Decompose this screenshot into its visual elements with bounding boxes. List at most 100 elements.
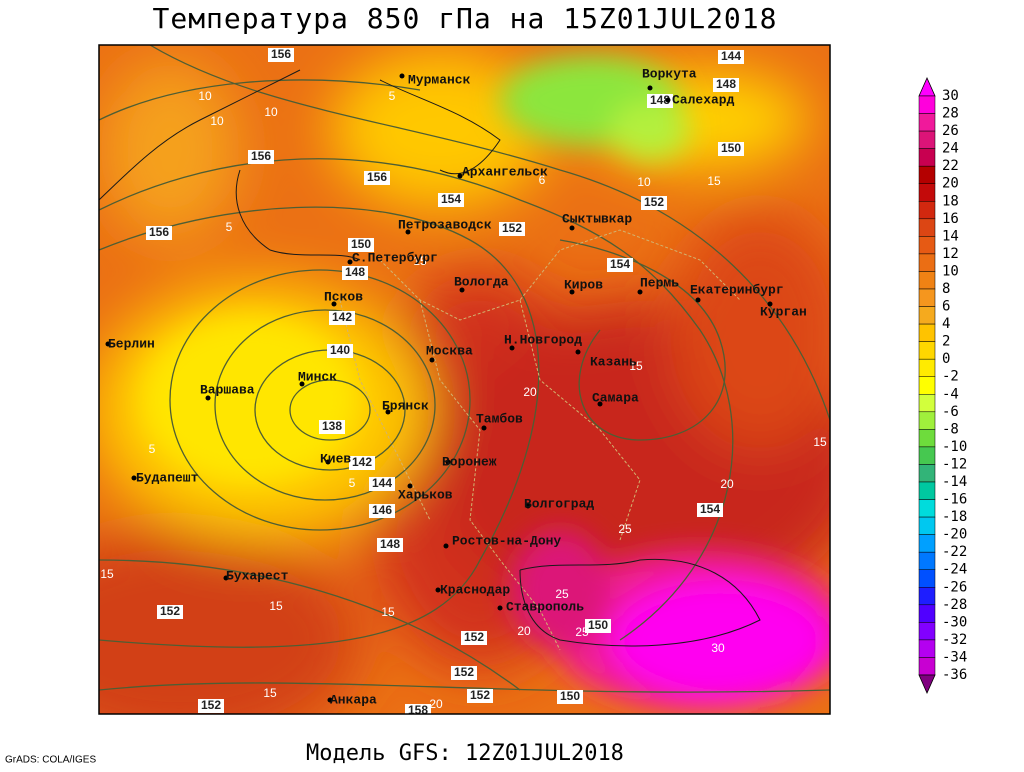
city-label: Тамбов (476, 411, 523, 426)
height-label-box (369, 504, 395, 518)
height-label-box (268, 48, 294, 62)
temperature-label: 20 (720, 477, 734, 491)
temperature-label: 5 (389, 89, 396, 103)
colorbar-swatch (918, 464, 936, 483)
colorbar-label: 8 (942, 281, 950, 297)
colorbar-arrow-top (918, 77, 936, 97)
colorbar-swatch (918, 411, 936, 430)
temperature-label: 10 (637, 175, 651, 189)
city-label: Архангельск (462, 164, 548, 179)
city-label: Воронеж (442, 454, 497, 469)
colorbar-swatch (918, 394, 936, 413)
height-label-box (329, 311, 355, 325)
temperature-label: 30 (711, 641, 725, 655)
temperature-label: 5 (226, 220, 233, 234)
city-dot (399, 73, 405, 79)
temperature-label: 15 (413, 254, 427, 268)
city-dot (481, 425, 487, 431)
city-label: Анкара (330, 692, 377, 707)
height-label: 154 (441, 192, 461, 206)
colorbar-arrow-bottom (918, 674, 936, 694)
city-dot (597, 401, 603, 407)
temperature-label: 5 (149, 442, 156, 456)
colorbar-label: -26 (942, 579, 967, 595)
height-label-box (461, 631, 487, 645)
city-label: Берлин (108, 336, 155, 351)
height-label: 156 (271, 47, 291, 61)
city-dot (405, 229, 411, 235)
city-dot (105, 341, 111, 347)
height-label: 140 (330, 343, 350, 357)
height-label: 142 (332, 310, 352, 324)
height-label-box (369, 477, 395, 491)
height-label-box (377, 538, 403, 552)
colorbar-label: -32 (942, 632, 967, 648)
city-label: Н.Новгород (504, 332, 582, 347)
height-label: 138 (322, 419, 342, 433)
colorbar-label: -2 (942, 369, 959, 385)
city-dot (443, 543, 449, 549)
city-dot (347, 259, 353, 265)
city-dot (457, 173, 463, 179)
height-label: 152 (160, 604, 180, 618)
temperature-label: 15 (813, 435, 827, 449)
colorbar-swatch (918, 341, 936, 360)
temperature-label: 6 (539, 173, 546, 187)
colorbar-swatch (918, 499, 936, 518)
height-label-box (364, 171, 390, 185)
colorbar-swatch (918, 271, 936, 290)
city-label: Киров (564, 277, 603, 292)
height-label-box (349, 456, 375, 470)
city-label: Краснодар (440, 582, 510, 597)
city-label: Курган (760, 304, 807, 319)
height-label-box (146, 226, 172, 240)
city-label: Самара (592, 390, 639, 405)
city-label: Екатеринбург (690, 282, 784, 297)
city-dot (205, 395, 211, 401)
city-dot (647, 85, 653, 91)
temperature-label: 25 (618, 522, 632, 536)
colorbar-swatch (918, 95, 936, 114)
city-dot (429, 357, 435, 363)
city-dot (223, 575, 229, 581)
city-label: Харьков (398, 487, 453, 502)
height-label: 156 (149, 225, 169, 239)
city-dot (575, 349, 581, 355)
temperature-label: 10 (210, 114, 224, 128)
colorbar-swatch (918, 639, 936, 658)
temperature-label: 5 (349, 476, 356, 490)
height-label-box (697, 503, 723, 517)
colorbar-swatch (918, 429, 936, 448)
city-label: Брянск (382, 398, 429, 413)
temperature-field: 156 1441481481501521561561541521561501481… (99, 45, 830, 717)
city-label: Воркута (642, 66, 697, 81)
temperature-label: 20 (517, 624, 531, 638)
height-label: 150 (721, 141, 741, 155)
temperature-label: 10 (264, 105, 278, 119)
height-label: 158 (408, 703, 428, 717)
height-label-box (467, 689, 493, 703)
colorbar-label: 24 (942, 141, 959, 157)
height-label-box (405, 704, 431, 714)
colorbar-swatch (918, 376, 936, 395)
colorbar-label: 20 (942, 176, 959, 192)
colorbar-label: -28 (942, 597, 967, 613)
height-label: 152 (201, 698, 221, 712)
colorbar-swatch (918, 236, 936, 255)
colorbar-swatch (918, 569, 936, 588)
height-label: 156 (251, 149, 271, 163)
colorbar-label: 10 (942, 263, 959, 279)
temperature-label: 20 (523, 385, 537, 399)
height-label: 148 (380, 537, 400, 551)
height-label: 154 (610, 257, 630, 271)
colorbar-label: -22 (942, 544, 967, 560)
colorbar-label: 26 (942, 123, 959, 139)
colorbar-swatch (918, 113, 936, 132)
colorbar-swatch (918, 622, 936, 641)
map-frame (98, 44, 831, 715)
temperature-label: 25 (555, 587, 569, 601)
colorbar-swatch (918, 148, 936, 167)
height-label: 146 (372, 503, 392, 517)
colorbar-swatch (918, 165, 936, 184)
